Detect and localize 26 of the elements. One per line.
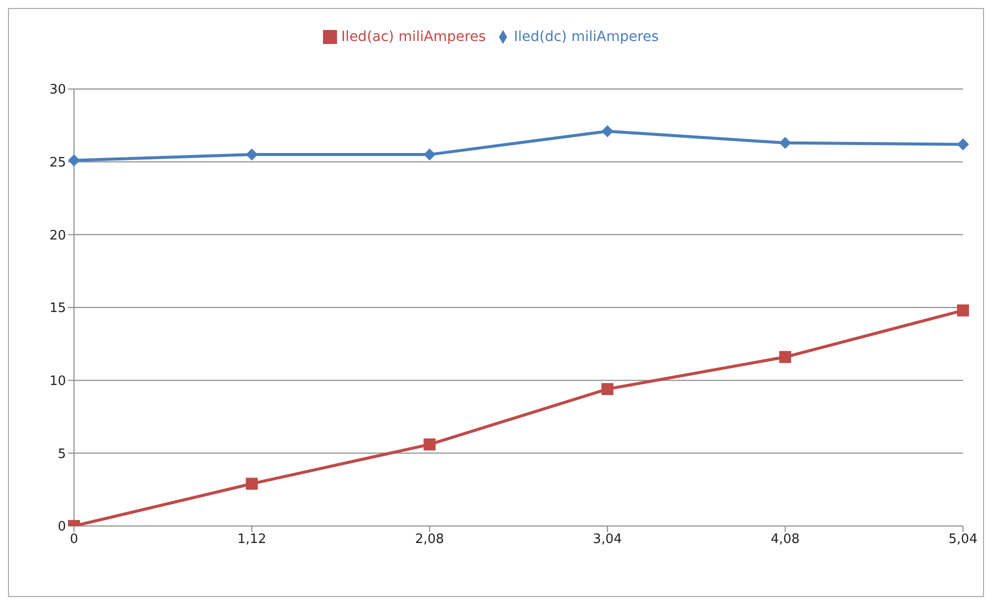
x-tick-label: 4,08 <box>770 532 800 548</box>
x-tick-label: 2,08 <box>415 532 444 548</box>
x-tick-label: 1,12 <box>237 532 266 548</box>
y-tick-label: 30 <box>49 82 66 98</box>
y-tick-label: 25 <box>49 155 66 170</box>
point <box>957 304 969 316</box>
y-tick-label: 20 <box>49 228 66 244</box>
point <box>424 148 436 161</box>
point <box>601 383 614 396</box>
point <box>246 478 258 490</box>
point <box>424 438 436 450</box>
y-tick-label: 10 <box>49 374 66 389</box>
point <box>246 148 258 161</box>
point <box>601 125 614 138</box>
y-tick-label: 15 <box>49 301 66 316</box>
x-tick-label: 0 <box>70 532 78 548</box>
point <box>957 138 969 150</box>
point <box>779 351 792 364</box>
y-tick-label: 5 <box>58 446 66 462</box>
legend-label: Iled(ac) miliAmperes <box>341 29 486 45</box>
point <box>68 154 80 166</box>
x-tick-label: 3,04 <box>592 532 622 548</box>
point <box>779 136 792 149</box>
legend-label: Iled(dc) miliAmperes <box>514 29 659 45</box>
y-tick-label: 0 <box>58 520 66 535</box>
x-tick-label: 5,04 <box>948 532 978 548</box>
